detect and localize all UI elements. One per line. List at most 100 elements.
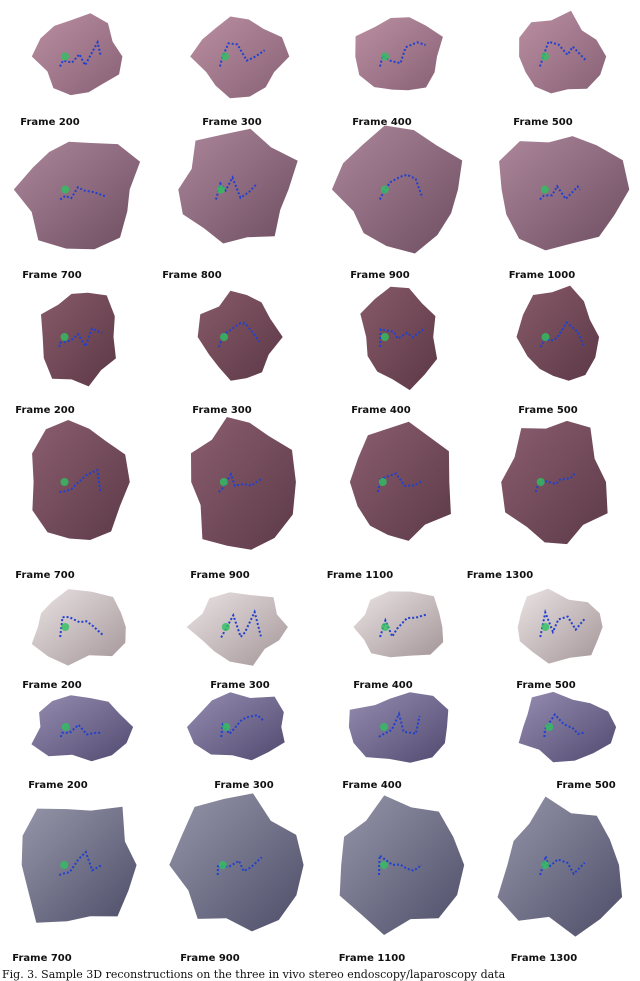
keypoints [61,185,70,194]
keypoints [60,478,69,486]
trajectory [58,850,103,876]
frame-label: Frame 900 [350,270,409,281]
reconstruction [518,691,617,763]
trajectory [220,714,264,738]
keypoints [380,723,388,731]
keypoints [61,52,69,61]
keypoints [61,723,70,731]
trajectory [539,852,586,876]
frame-label: Frame 200 [15,405,74,416]
reconstruction [31,13,123,96]
frame-label: Frame 300 [192,405,251,416]
frame-label: Frame 500 [556,780,615,791]
frame-label: Frame 900 [190,570,249,581]
keypoints [381,52,389,61]
keypoints [541,861,550,869]
frame-label: Frame 300 [202,117,261,128]
reconstruction [21,806,137,923]
caption: Fig. 3. Sample 3D reconstructions on the… [2,968,506,981]
keypoints [218,861,227,869]
trajectory [378,711,421,738]
keypoints [217,185,225,194]
frame-label: Frame 400 [352,117,411,128]
reconstruction [197,290,283,381]
trajectory [539,40,587,67]
reconstruction [13,141,141,250]
keypoints [220,333,228,341]
reconstruction [360,286,438,391]
trajectory [216,856,263,876]
trajectory [59,616,104,638]
frame-label: Frame 200 [20,117,79,128]
frame-label: Frame 500 [516,680,575,691]
trajectory [378,173,424,200]
frame-label: Frame 300 [210,680,269,691]
reconstruction [190,16,290,99]
trajectory [58,327,103,349]
reconstruction [41,292,116,387]
trajectory [218,471,263,493]
keypoints [221,52,229,61]
keypoints [541,333,550,341]
trajectory [539,184,581,201]
reconstruction [519,10,607,94]
trajectory [59,468,102,493]
trajectory [215,175,257,200]
keypoints [378,478,387,486]
reconstruction [353,591,444,658]
trajectory [539,608,586,638]
frame-label: Frame 700 [15,570,74,581]
trajectory [379,41,426,67]
reconstruction [186,592,288,666]
keypoints [541,52,549,61]
frame-label: Frame 300 [214,780,273,791]
trajectory [59,186,106,201]
frame-label: Frame 1300 [511,953,577,964]
frame-label: Frame 500 [518,405,577,416]
keypoints [222,723,231,731]
keypoints [540,185,549,194]
keypoints [60,333,69,341]
keypoints [61,623,70,631]
frame-label: Frame 400 [353,680,412,691]
reconstruction [355,17,443,91]
frame-label: Frame 200 [22,680,81,691]
frame-label: Frame 200 [28,780,87,791]
frame-label: Frame 700 [12,953,71,964]
reconstruction [516,285,600,381]
keypoints [541,623,550,631]
frame-label: Frame 900 [180,953,239,964]
keypoints [545,723,554,731]
frame-label: Frame 500 [513,117,572,128]
reconstruction [497,796,623,937]
reconstruction [348,692,449,763]
frame-label: Frame 700 [22,270,81,281]
frame-label: Frame 400 [342,780,401,791]
reconstruction [178,128,298,244]
keypoints [219,478,228,486]
frame-label: Frame 400 [351,405,410,416]
reconstruction [191,417,296,550]
keypoints [380,861,388,869]
reconstruction [349,421,451,541]
trajectory [59,723,102,738]
frame-label: Frame 800 [162,270,221,281]
keypoints [221,623,230,631]
reconstruction [517,588,603,664]
trajectory [220,609,262,639]
trajectory [378,327,426,348]
frame-label: Frame 1100 [327,570,393,581]
frame-label: Frame 1100 [339,953,405,964]
keypoints [380,185,389,194]
keypoints [60,861,69,869]
reconstruction [499,136,630,251]
trajectory [379,613,427,639]
trajectory [543,712,586,738]
keypoints [380,333,389,341]
trajectory [59,39,102,68]
reconstruction [31,589,126,666]
reconstruction [331,125,463,254]
frame-label: Frame 1300 [467,570,533,581]
reconstruction [501,420,608,545]
